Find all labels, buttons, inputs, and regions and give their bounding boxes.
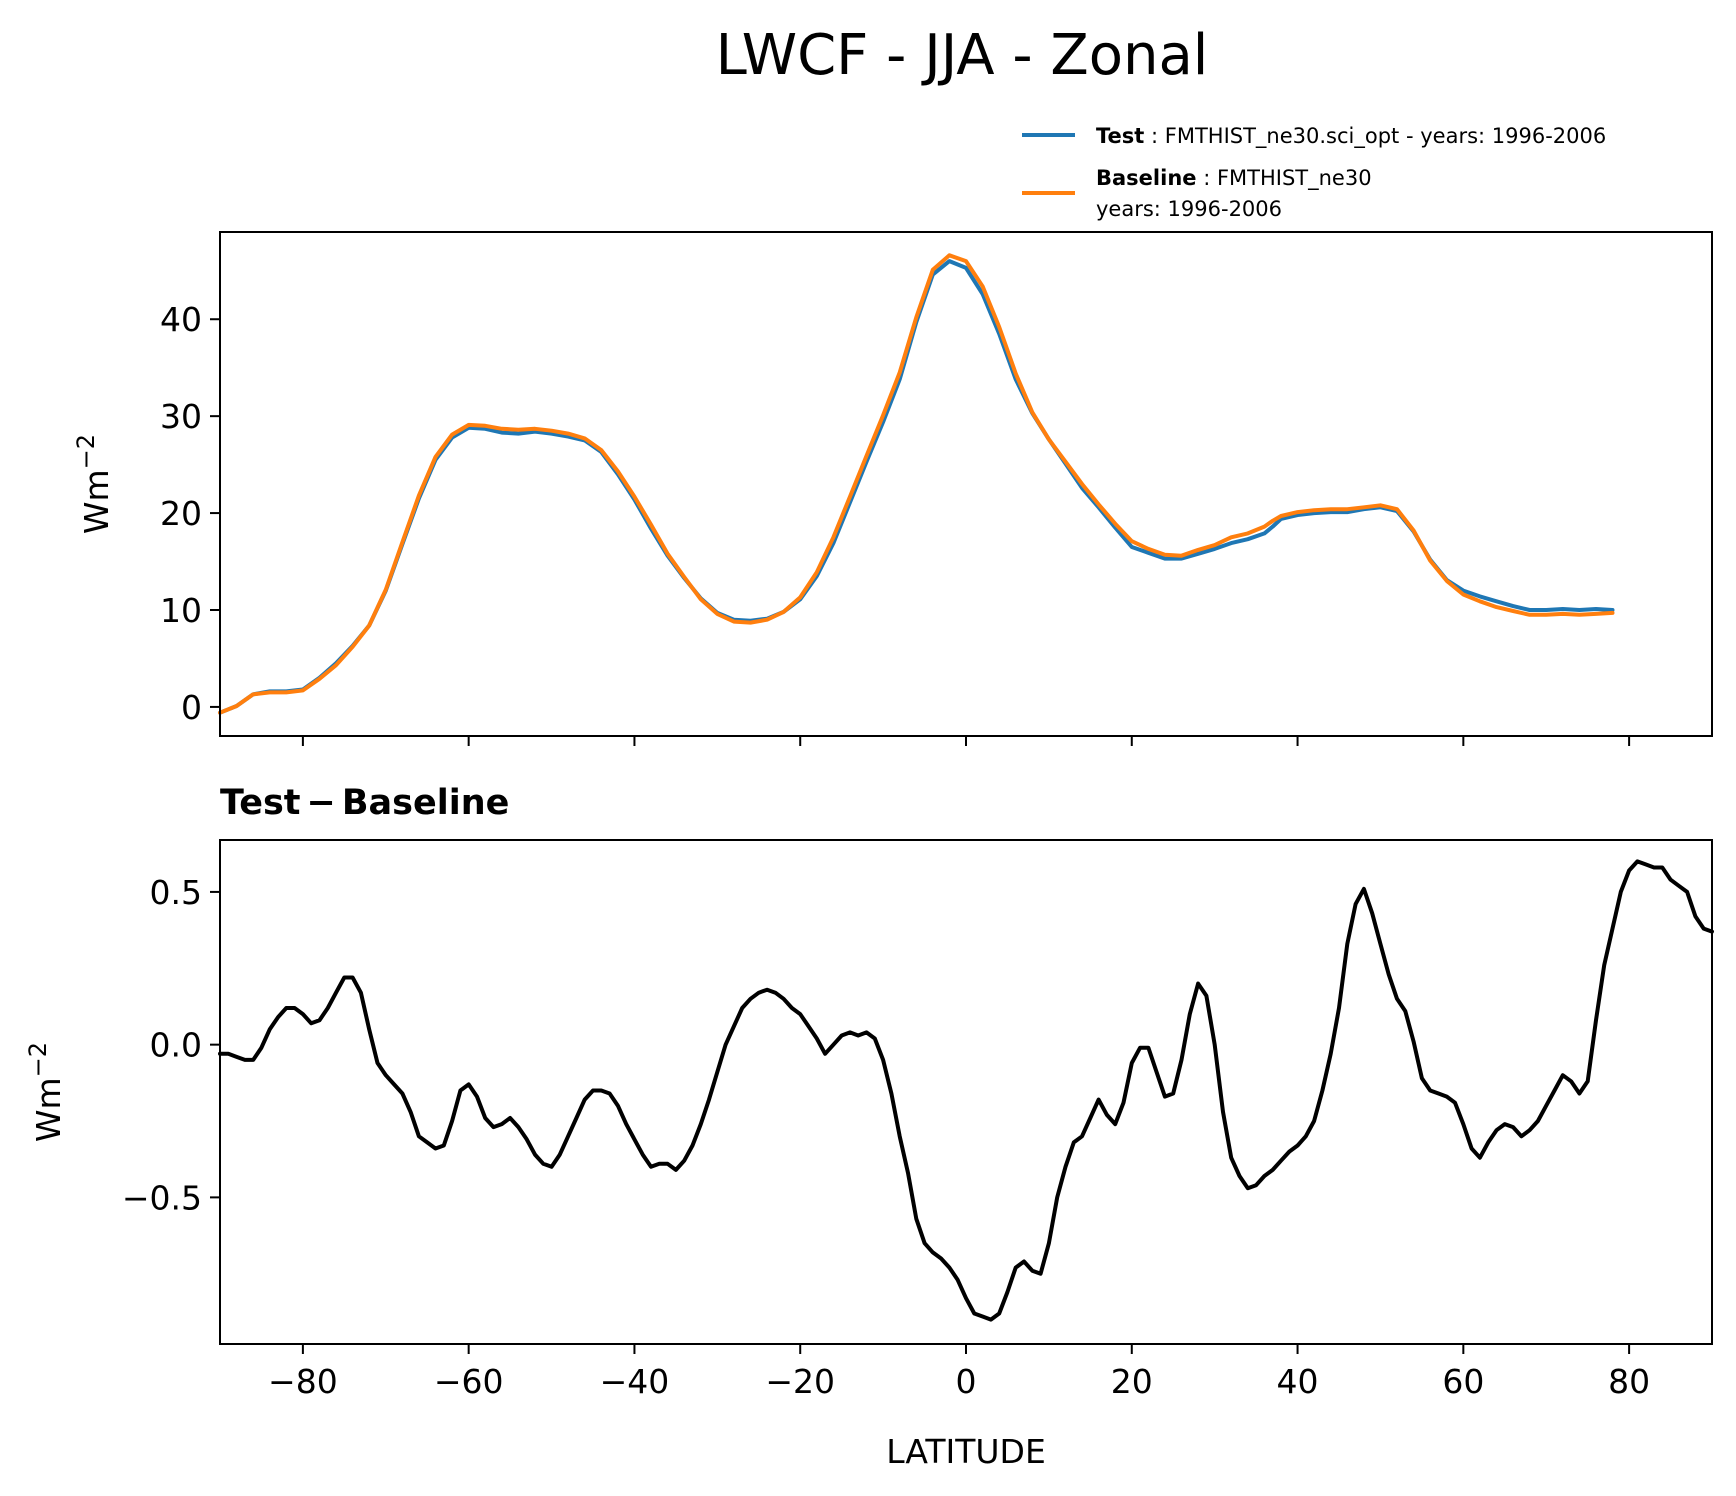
difference-y-tick-label: 0.5 xyxy=(150,873,202,912)
legend: Test : FMTHIST_ne30.sci_opt - years: 199… xyxy=(1022,124,1606,221)
difference-x-tick-label: −20 xyxy=(765,1362,835,1401)
zonal-mean-y-tick-label: 40 xyxy=(160,300,202,339)
legend-test-text: FMTHIST_ne30.sci_opt - years: 1996-2006 xyxy=(1165,124,1606,149)
zonal-mean-x-ticks xyxy=(301,736,1631,746)
difference-title-test: Test xyxy=(220,783,301,823)
difference-y-axis-label: Wm−2 xyxy=(24,1042,68,1142)
difference-y-axis-label-base: Wm xyxy=(29,1077,68,1142)
zonal-mean-axes-frame xyxy=(219,231,1713,737)
zonal-mean-y-tick-label: 30 xyxy=(160,397,202,436)
zonal-mean-y-tick-label: 0 xyxy=(181,688,202,727)
zonal-mean-series-line-test xyxy=(218,259,1615,715)
difference-panel-title: Test − Baseline xyxy=(220,783,509,823)
difference-y-tick-label: 0.0 xyxy=(150,1026,202,1065)
difference-y-tick-label: −0.5 xyxy=(122,1178,202,1217)
zonal-mean-series xyxy=(218,253,1615,715)
zonal-mean-series-line-baseline xyxy=(218,253,1615,715)
zonal-mean-y-tick-label: 10 xyxy=(160,591,202,630)
legend-test-name: Test xyxy=(1096,124,1144,148)
difference-x-tick-label: −60 xyxy=(434,1362,504,1401)
difference-x-tick-label: 20 xyxy=(1111,1362,1153,1401)
difference-x-ticks: −80 −60 −40 −20 0 20 40 60 80 xyxy=(268,1344,1650,1401)
difference-series-line-test-baseline xyxy=(218,859,1714,1322)
difference-x-tick-label: 80 xyxy=(1608,1362,1650,1401)
x-axis-label: LATITUDE xyxy=(886,1432,1046,1471)
difference-panel: Test − Baseline −0.50.00.5 −80 −60 −40 −20 0 20… xyxy=(24,783,1714,1471)
legend-baseline-text: FMTHIST_ne30 xyxy=(1217,166,1372,191)
figure-title: LWCF - JJA - Zonal xyxy=(716,23,1209,88)
legend-entry-baseline: Baseline : FMTHIST_ne30 xyxy=(1096,166,1372,191)
zonal-mean-y-axis-label: Wm−2 xyxy=(72,434,116,534)
difference-y-axis-label-exp: −2 xyxy=(24,1042,52,1077)
difference-series xyxy=(218,859,1714,1322)
difference-x-tick-label: 40 xyxy=(1277,1362,1319,1401)
legend-baseline-years: years: 1996-2006 xyxy=(1096,197,1282,221)
difference-y-ticks: −0.5 0.0 0.5 xyxy=(122,873,220,1217)
legend-baseline-sep: : xyxy=(1197,166,1217,190)
difference-x-tick-label: −40 xyxy=(600,1362,670,1401)
difference-axes-frame xyxy=(219,839,1713,1345)
difference-title-minus: − xyxy=(307,783,336,823)
legend-test-sep: : xyxy=(1144,124,1164,148)
difference-title-baseline: Baseline xyxy=(342,783,510,823)
zonal-mean-y-axis-label-exp: −2 xyxy=(72,434,100,469)
legend-entry-test: Test : FMTHIST_ne30.sci_opt - years: 199… xyxy=(1096,124,1606,149)
zonal-mean-panel: 0 10 20 30 40 Wm−2 xyxy=(72,231,1713,746)
legend-baseline-name: Baseline xyxy=(1096,166,1197,190)
zonal-mean-y-axis-label-base: Wm xyxy=(77,469,116,534)
difference-x-tick-label: 60 xyxy=(1442,1362,1484,1401)
difference-x-tick-label: −80 xyxy=(268,1362,338,1401)
zonal-mean-y-tick-label: 20 xyxy=(160,494,202,533)
difference-x-tick-label: 0 xyxy=(956,1362,977,1401)
zonal-mean-y-ticks: 0 10 20 30 40 xyxy=(160,300,220,727)
